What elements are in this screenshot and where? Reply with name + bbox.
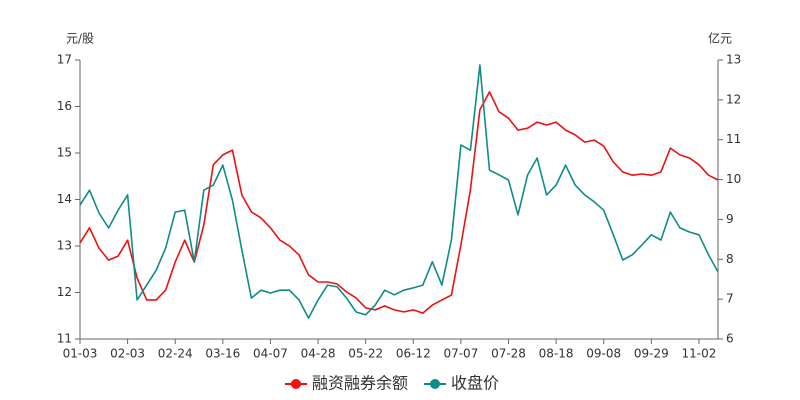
x-tick-label: 07-07: [443, 347, 478, 361]
y-tick-label: 15: [57, 146, 72, 160]
y2-tick-label: 6: [726, 332, 734, 346]
x-tick-label: 07-28: [491, 347, 526, 361]
x-tick-label: 04-07: [253, 347, 288, 361]
y2-tick-label: 11: [726, 132, 741, 146]
y2-tick-label: 10: [726, 172, 741, 186]
legend-label: 收盘价: [451, 374, 499, 393]
y2-axis-label: 亿元: [708, 31, 732, 46]
x-tick-label: 03-16: [205, 347, 240, 361]
y-tick-label: 12: [57, 285, 72, 299]
y2-tick-label: 7: [726, 292, 734, 306]
legend-marker: [430, 379, 441, 389]
y2-tick-label: 8: [726, 252, 734, 266]
x-tick-label: 05-22: [348, 347, 383, 361]
y-tick-label: 17: [57, 53, 72, 67]
x-tick-label: 06-12: [396, 347, 431, 361]
y2-tick-label: 13: [726, 53, 741, 67]
legend-marker: [291, 379, 301, 389]
y-tick-label: 13: [57, 239, 72, 253]
y-tick-label: 14: [57, 192, 72, 206]
y-tick-label: 11: [57, 332, 72, 346]
x-tick-label: 04-28: [301, 347, 336, 361]
x-tick-label: 09-29: [634, 347, 669, 361]
x-tick-label: 02-24: [158, 347, 193, 361]
y2-tick-label: 12: [726, 92, 741, 106]
x-tick-label: 02-03: [110, 347, 145, 361]
x-tick-label: 09-08: [586, 347, 621, 361]
y2-tick-label: 9: [726, 212, 734, 226]
y-axis-label: 元/股: [66, 32, 94, 46]
legend-label: 融资融券余额: [312, 374, 408, 393]
x-tick-label: 01-03: [63, 347, 98, 361]
series-line: [79, 91, 719, 314]
series-line: [79, 64, 719, 319]
x-tick-label: 08-18: [539, 347, 574, 361]
x-tick-label: 11-02: [682, 347, 717, 361]
y-tick-label: 16: [57, 99, 72, 113]
